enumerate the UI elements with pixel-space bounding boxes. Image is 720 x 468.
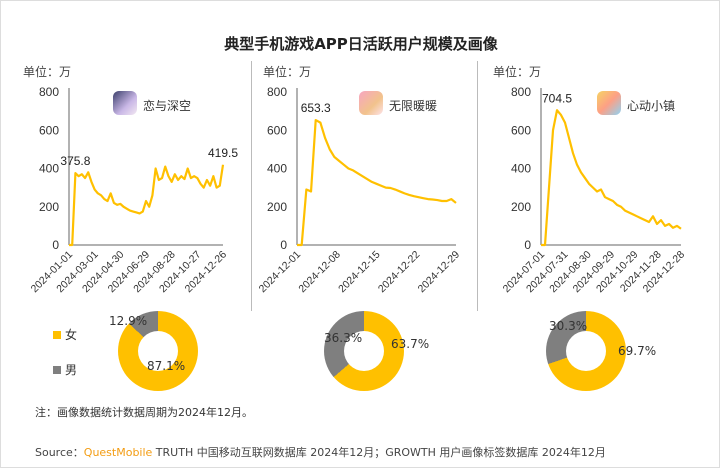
y-tick-label: 400 <box>267 162 287 176</box>
app-icon <box>113 91 137 115</box>
data-label: 653.3 <box>301 101 331 115</box>
female-percent: 63.7% <box>391 337 430 351</box>
panel-divider <box>477 61 478 311</box>
gender-donut <box>118 311 198 391</box>
line-chart: 02004006008002024-12-012024-12-082024-12… <box>257 85 463 295</box>
unit-label: 单位：万 <box>263 65 312 79</box>
source-brand: QuestMobile <box>83 446 153 459</box>
series-line <box>541 109 682 247</box>
y-tick-label: 200 <box>267 200 287 214</box>
legend-male: 男 <box>53 361 77 378</box>
data-label: 419.5 <box>208 146 238 160</box>
series-line <box>297 118 457 247</box>
legend-label: 男 <box>65 363 78 377</box>
y-tick-label: 0 <box>280 238 287 252</box>
app-name: 心动小镇 <box>627 99 676 113</box>
gender-donut <box>324 311 404 391</box>
female-percent: 87.1% <box>147 359 186 373</box>
y-tick-label: 400 <box>39 162 59 176</box>
data-label: 375.8 <box>60 154 90 168</box>
y-tick-label: 800 <box>511 85 531 99</box>
unit-label: 单位：万 <box>493 65 542 79</box>
legend-swatch <box>53 330 61 339</box>
source-text: TRUTH 中国移动互联网数据库 2024年12月；GROWTH 用户画像标签数… <box>152 446 606 459</box>
female-percent: 69.7% <box>618 344 657 358</box>
legend-female: 女 <box>53 326 77 343</box>
male-percent: 12.9% <box>109 314 148 328</box>
male-percent: 36.3% <box>324 331 363 345</box>
app-icon <box>597 91 621 115</box>
app-name: 恋与深空 <box>143 99 192 113</box>
chart-title: 典型手机游戏APP日活跃用户规模及画像 <box>224 35 498 53</box>
source-prefix: Source： <box>35 446 84 459</box>
unit-label: 单位：万 <box>23 65 72 79</box>
legend-label: 女 <box>65 328 78 342</box>
series-line <box>69 164 225 247</box>
source-line: Source：QuestMobile TRUTH 中国移动互联网数据库 2024… <box>35 444 606 460</box>
y-tick-label: 0 <box>52 238 59 252</box>
y-tick-label: 600 <box>267 123 287 137</box>
panel-divider <box>251 61 252 311</box>
legend-swatch <box>53 365 61 374</box>
y-tick-label: 600 <box>511 123 531 137</box>
y-tick-label: 0 <box>524 238 531 252</box>
line-chart: 02004006008002024-01-012024-03-012024-04… <box>29 85 239 295</box>
data-label: 704.5 <box>542 91 572 105</box>
y-tick-label: 200 <box>39 200 59 214</box>
y-tick-label: 600 <box>39 123 59 137</box>
app-icon <box>359 91 383 115</box>
y-tick-label: 400 <box>511 162 531 176</box>
footnote: 注：画像数据统计数据周期为2024年12月。 <box>35 406 253 419</box>
app-name: 无限暖暖 <box>389 99 438 113</box>
y-tick-label: 800 <box>39 85 59 99</box>
male-percent: 30.3% <box>549 319 588 333</box>
y-tick-label: 800 <box>267 85 287 99</box>
line-chart: 02004006008002024-07-012024-07-312024-08… <box>501 85 688 295</box>
gender-donut <box>546 311 626 391</box>
y-tick-label: 200 <box>511 200 531 214</box>
